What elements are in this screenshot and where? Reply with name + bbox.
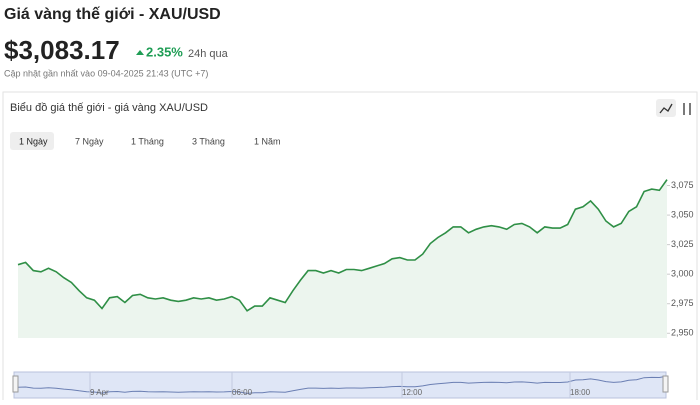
y-tick-label: 3,000 [671,269,694,279]
period: 24h qua [188,48,229,60]
tab[interactable]: 7 Ngày [75,136,104,146]
navigator-line [17,375,668,394]
plot: 2,950 2,975 3,000 3,025 3,050 3,075 [17,179,694,338]
y-tick-label: 3,025 [671,239,694,249]
line-icon[interactable] [656,99,676,117]
navigator-label: 18:00 [570,388,591,397]
area-fill [18,179,667,338]
tab[interactable]: 3 Tháng [192,136,225,146]
price: $3,083.17 [4,35,120,65]
candle-icon[interactable] [683,103,691,115]
change: 2.35% [146,44,183,59]
tab[interactable]: 1 Năm [254,136,281,146]
price-line [17,179,668,312]
navigator-label: 06:00 [232,388,253,397]
navigator-label: 9 Apr [90,388,109,397]
up-arrow [136,50,144,55]
y-tick-label: 3,050 [671,209,694,219]
nav-handle-right[interactable] [662,375,669,393]
navigator[interactable] [13,371,667,399]
y-tick-label: 2,950 [671,328,694,338]
chart-title: Biểu đồ giá thế giới - giá vàng XAU/USD [10,102,208,114]
tab[interactable]: 1 Tháng [131,136,164,146]
updated: Cập nhật gần nhất vào 09-04-2025 21:43 (… [4,68,208,78]
page-title: Giá vàng thế giới - XAU/USD [4,6,221,23]
line-icon-glyph [659,103,673,114]
y-tick-label: 2,975 [671,298,694,308]
navigator-series: 9 Apr 06:00 12:00 18:00 [17,372,668,398]
navigator-label: 12:00 [402,388,423,397]
nav-handle-left[interactable] [12,375,19,393]
tab-selected [10,132,54,150]
tab[interactable]: 1 Ngày [19,136,48,146]
y-tick-label: 3,075 [671,180,694,190]
tabs: 1 Ngày 7 Ngày 1 Tháng 3 Tháng 1 Năm [10,132,281,150]
